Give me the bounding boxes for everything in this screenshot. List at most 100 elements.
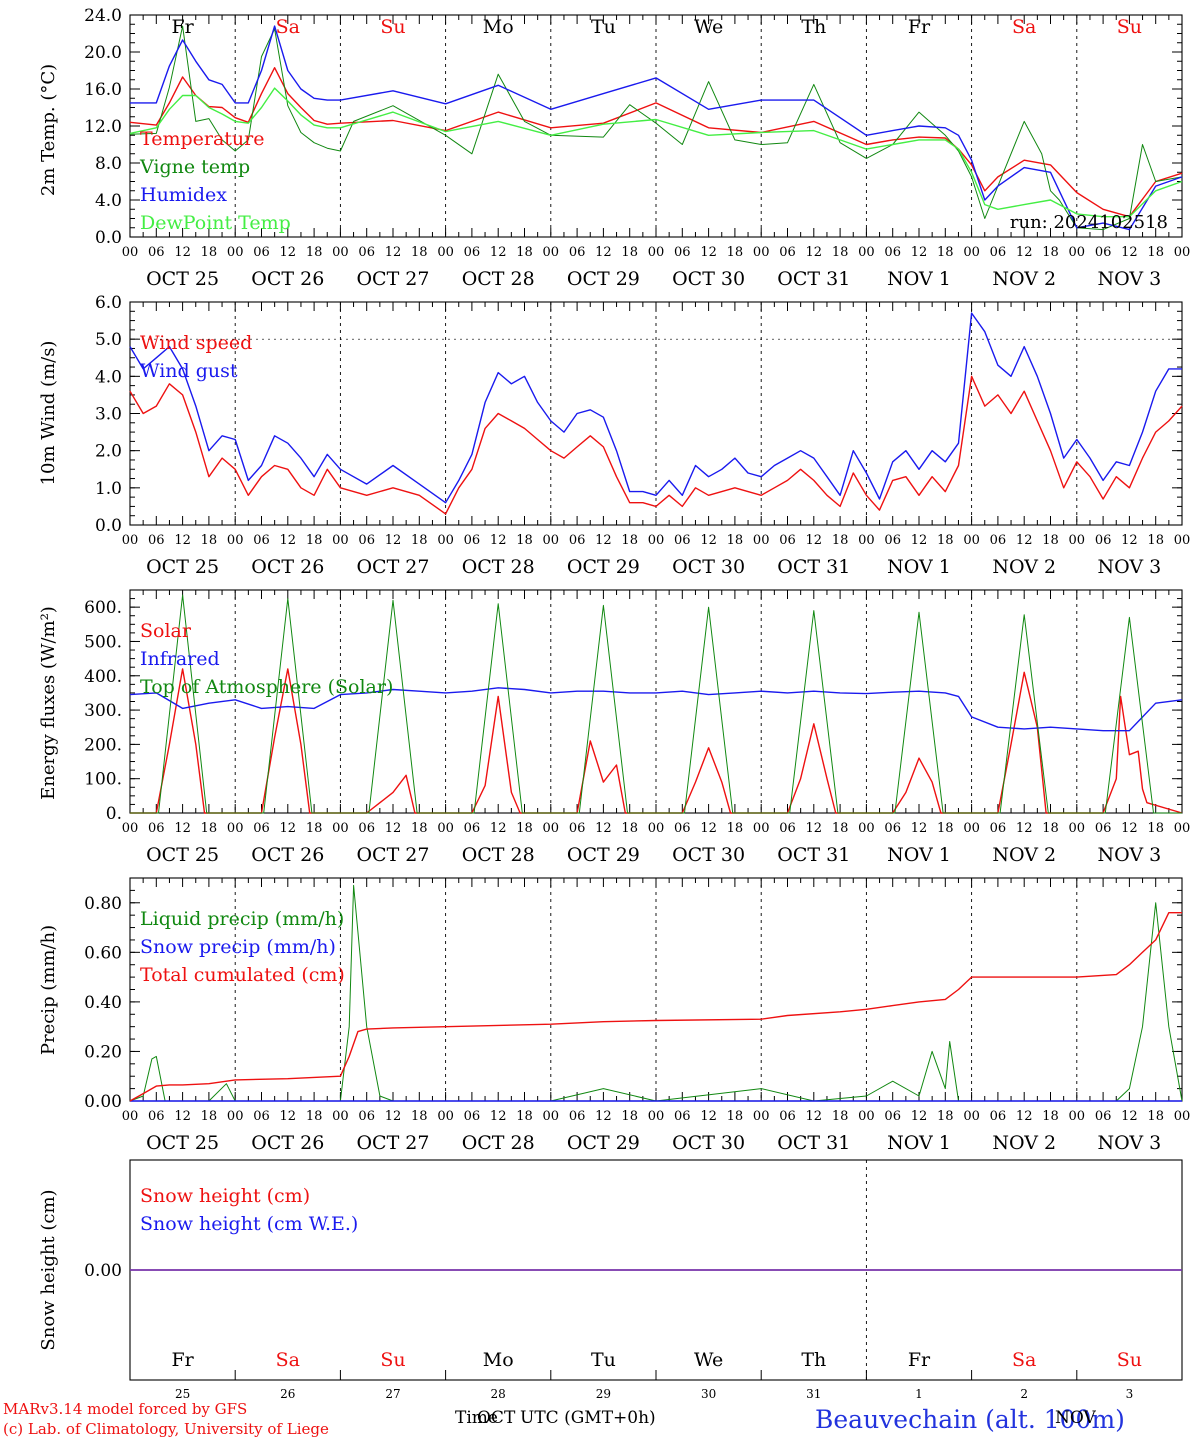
series-line-3 [130,25,1183,231]
hour-tick-label: 18 [832,821,849,836]
hour-tick-label: 06 [148,245,165,260]
date-label: OCT 29 [567,1132,640,1154]
legend-entry: Top of Atmosphere (Solar) [140,676,393,698]
series-line-3 [130,594,1182,814]
hour-tick-label: 18 [727,533,744,548]
date-label: OCT 26 [251,268,324,290]
hour-tick-label: 06 [1095,1109,1112,1124]
y-axis-title: 2m Temp. (°C) [38,64,59,196]
hour-tick-label: 12 [280,533,297,548]
weekday-label: Sa [276,16,300,38]
hour-tick-label: 00 [543,245,560,260]
y-tick-label: 200. [84,735,122,755]
hour-tick-label: 12 [700,1109,717,1124]
y-tick-label: 4.0 [95,367,122,387]
hour-tick-label: 18 [1042,821,1059,836]
date-label: OCT 27 [356,268,429,290]
hour-tick-label: 12 [806,1109,823,1124]
panel-frame [129,14,1183,238]
hour-tick-label: 06 [253,821,270,836]
hour-tick-label: 00 [122,245,139,260]
hour-tick-label: 06 [569,1109,586,1124]
y-axis-title: Snow height (cm) [38,1189,59,1350]
hour-tick-label: 06 [990,1109,1007,1124]
date-label: OCT 29 [567,844,640,866]
date-label: OCT 25 [146,268,219,290]
legend-entry: Snow height (cm W.E.) [140,1213,358,1235]
y-tick-label: 0.00 [84,1092,122,1112]
hour-tick-label: 00 [858,821,875,836]
y-tick-label: 100. [84,770,122,790]
hour-tick-label: 18 [1147,1109,1164,1124]
legend-entry: Total cumulated (cm) [140,964,345,986]
hour-tick-label: 06 [148,1109,165,1124]
hour-tick-label: 00 [227,245,244,260]
panel-4: 0.00 0.20 0.40 0.60 0.80 Precip (mm/h) 00 06 12 1… [38,877,1190,1154]
date-label: OCT 28 [462,268,535,290]
hour-tick-label: 06 [884,821,901,836]
series-line-1 [129,375,1183,515]
day-number-label: 2 [1020,1387,1028,1401]
y-tick-label: 300. [84,701,122,721]
hour-tick-label: 12 [1016,245,1033,260]
hour-tick-label: 06 [358,533,375,548]
y-tick-label: 12.0 [84,117,122,137]
hour-tick-label: 18 [411,245,428,260]
y-tick-label: 0.40 [84,993,122,1013]
date-label: OCT 29 [567,556,640,578]
hour-tick-label: 18 [937,821,954,836]
hour-tick-label: 00 [332,821,349,836]
meteogram-panels: 0.04.08.012.016.020.024.02m Temp. (°C)00… [38,6,1190,1401]
hour-tick-label: 12 [700,821,717,836]
hour-tick-label: 12 [1016,533,1033,548]
series-line-3 [129,912,1182,1102]
y-tick-label: 0.20 [84,1042,122,1062]
hour-tick-label: 12 [280,821,297,836]
hour-tick-label: 12 [595,245,612,260]
series-line-2 [129,312,1182,504]
hour-tick-label: 12 [174,1109,191,1124]
weekday-label: Fr [908,1349,931,1371]
hour-tick-label: 00 [963,533,980,548]
hour-tick-label: 06 [148,821,165,836]
hour-tick-label: 18 [411,821,428,836]
lab-credit: (c) Lab. of Climatology, University of L… [3,1420,329,1438]
legend-entry: Vigne temp [139,156,250,178]
hour-tick-label: 00 [963,1109,980,1124]
weekday-label: We [694,16,723,38]
y-tick-label: 400. [84,667,122,687]
hour-tick-label: 00 [543,821,560,836]
hour-tick-label: 18 [306,1109,323,1124]
hour-tick-label: 18 [1042,245,1059,260]
weekday-label: Sa [1012,1349,1036,1371]
hour-tick-label: 06 [358,245,375,260]
hour-tick-label: 18 [516,533,533,548]
date-label: OCT 31 [777,556,850,578]
date-label: OCT 26 [251,556,324,578]
hour-tick-label: 12 [911,533,928,548]
time-axis-label: Time [455,1408,498,1428]
hour-tick-label: 06 [569,821,586,836]
y-tick-label: 20.0 [84,43,122,63]
hour-tick-label: 06 [1095,245,1112,260]
hour-tick-label: 12 [174,821,191,836]
date-label: OCT 27 [356,1132,429,1154]
hour-tick-label: 18 [727,245,744,260]
y-tick-label: 3.0 [95,405,122,425]
weekday-label: We [694,1349,723,1371]
legend-entry: Infrared [140,648,220,670]
hour-tick-label: 18 [516,1109,533,1124]
y-tick-label: 6.0 [95,293,122,313]
hour-tick-label: 06 [884,1109,901,1124]
hour-tick-label: 00 [648,533,665,548]
hour-tick-label: 06 [884,245,901,260]
hour-tick-label: 06 [253,1109,270,1124]
weekday-label: Su [380,16,405,38]
hour-tick-label: 00 [753,1109,770,1124]
panel-5: 0.00 Snow height (cm) Fr Sa Su Mo Tu We Th Fr Sa Su… [38,1159,1183,1401]
date-label: OCT 28 [462,844,535,866]
hour-tick-label: 18 [832,1109,849,1124]
date-label: OCT 29 [567,268,640,290]
weekday-label: Su [1117,1349,1142,1371]
model-credit: MARv3.14 model forced by GFS [3,1400,247,1418]
